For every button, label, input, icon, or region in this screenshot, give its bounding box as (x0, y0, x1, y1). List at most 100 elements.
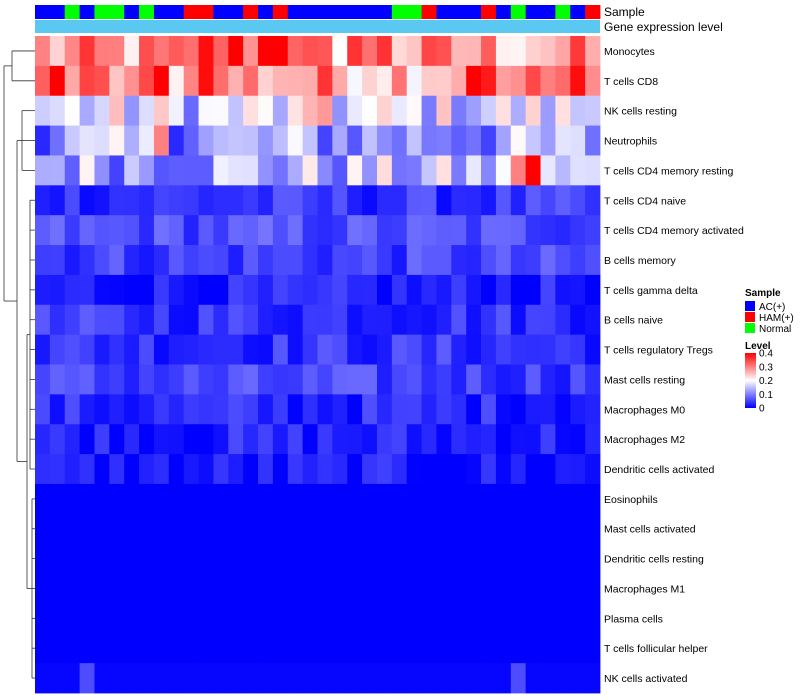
heatmap-cell (391, 663, 408, 694)
heatmap-cell (317, 663, 333, 694)
heatmap-cell (510, 215, 527, 246)
heatmap-cell (362, 185, 378, 216)
heatmap-cell (79, 394, 95, 425)
heatmap-cell (213, 245, 229, 276)
heatmap-cell (302, 454, 318, 485)
heatmap-cell (35, 274, 51, 306)
heatmap-cell (540, 304, 556, 336)
heatmap-cell (525, 663, 541, 694)
heatmap-cell (213, 334, 229, 365)
heatmap-cell (525, 364, 541, 395)
heatmap-cell (168, 543, 185, 574)
heatmap-cell (540, 573, 556, 604)
heatmap-cell (302, 573, 318, 604)
heatmap-cell (287, 215, 304, 246)
heatmap-cell (362, 155, 378, 186)
heatmap-cell (362, 215, 378, 246)
heatmap-cell (213, 65, 229, 97)
heatmap-cell (258, 424, 274, 455)
heatmap-cell (124, 334, 140, 365)
row-label: Monocytes (604, 46, 655, 58)
heatmap-cell (153, 663, 170, 694)
heatmap-cell (362, 573, 378, 604)
heatmap-cell (168, 394, 185, 425)
heatmap-cell (347, 185, 363, 216)
heatmap-cell (64, 95, 81, 126)
heatmap-cell (287, 394, 304, 425)
heatmap-cell (347, 334, 363, 365)
heatmap-cell (35, 334, 51, 365)
heatmap-cell (302, 663, 318, 694)
heatmap-cell (451, 483, 467, 515)
heatmap-cell (272, 65, 289, 97)
heatmap-cell (198, 274, 214, 306)
heatmap-cell (287, 543, 304, 574)
heatmap-cell (555, 513, 571, 545)
heatmap-cell (347, 663, 363, 694)
heatmap-cell (525, 304, 541, 336)
heatmap-cell (183, 513, 199, 545)
heatmap-cell (555, 155, 571, 186)
heatmap-cell (376, 424, 393, 455)
heatmap-cell (481, 245, 497, 276)
heatmap-cell (183, 454, 199, 485)
heatmap-cell (481, 36, 497, 67)
heatmap-cell (168, 454, 185, 485)
heatmap-cell (317, 364, 333, 395)
heatmap-cell (124, 304, 140, 336)
heatmap-cell (391, 155, 408, 186)
heatmap-cell (94, 663, 110, 694)
heatmap-cell (228, 603, 244, 634)
heatmap-cell (436, 663, 452, 694)
heatmap-cell (109, 36, 125, 67)
heatmap-cell (213, 663, 229, 694)
heatmap-cell (585, 424, 601, 455)
heatmap-cell (421, 573, 437, 604)
heatmap-cell (183, 543, 199, 574)
heatmap-cell (213, 155, 229, 186)
heatmap-cell (94, 394, 110, 425)
heatmap-cell (451, 274, 467, 306)
heatmap-cell (570, 543, 586, 574)
heatmap-cell (109, 633, 125, 664)
heatmap-cell (317, 245, 333, 276)
heatmap-cell (540, 95, 556, 126)
heatmap-cell (79, 65, 95, 97)
heatmap-cell (258, 394, 274, 425)
sample-annotation-cell (466, 5, 482, 19)
heatmap-cell (258, 95, 274, 126)
heatmap-cell (302, 215, 318, 246)
heatmap-cell (183, 95, 199, 126)
heatmap-cell (153, 513, 170, 545)
heatmap-cell (466, 125, 482, 156)
heatmap-cell (585, 573, 601, 604)
heatmap-cell (109, 185, 125, 216)
heatmap-cell (510, 603, 527, 634)
heatmap-cell (272, 424, 289, 455)
sample-annotation-cell (391, 5, 408, 19)
heatmap-cell (109, 513, 125, 545)
heatmap-cell (585, 364, 601, 395)
heatmap-cell (347, 125, 363, 156)
heatmap-cell (451, 334, 467, 365)
heatmap-cell (421, 274, 437, 306)
heatmap-cell (421, 185, 437, 216)
heatmap-cell (258, 603, 274, 634)
sample-annotation-cell (481, 5, 497, 19)
heatmap-cell (525, 65, 541, 97)
heatmap-cell (302, 36, 318, 67)
heatmap-cell (228, 364, 244, 395)
heatmap-cell (64, 65, 81, 97)
heatmap-cell (49, 215, 66, 246)
heatmap-cell (421, 125, 437, 156)
heatmap-cell (213, 513, 229, 545)
heatmap-cell (332, 483, 348, 515)
heatmap-cell (109, 215, 125, 246)
heatmap-cell (391, 65, 408, 97)
sample-annotation-cell (332, 5, 348, 19)
heatmap-cell (555, 483, 571, 515)
heatmap-cell (302, 364, 318, 395)
heatmap-cell (198, 125, 214, 156)
heatmap-cell (139, 65, 155, 97)
heatmap-cell (272, 573, 289, 604)
